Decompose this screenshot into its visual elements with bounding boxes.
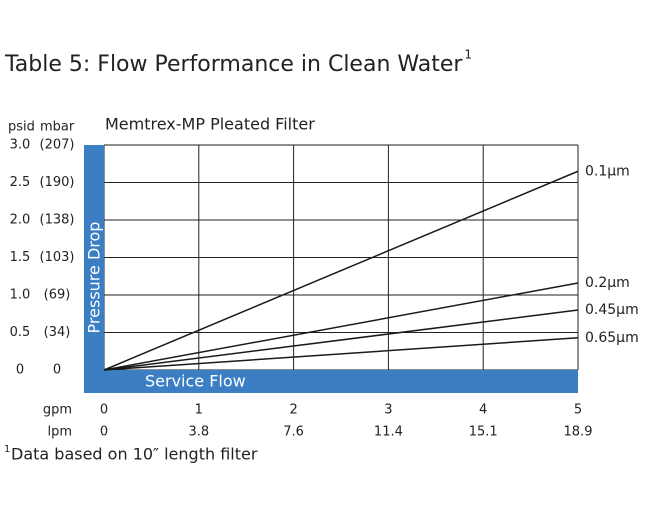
footnote-marker: 1 bbox=[4, 444, 10, 455]
y2-tick-label: (207) bbox=[40, 138, 75, 153]
y2-tick-label: (69) bbox=[44, 288, 71, 303]
series-label: 0.1µm bbox=[585, 163, 630, 179]
x2-tick-label: 15.1 bbox=[469, 425, 498, 440]
series-line bbox=[103, 337, 579, 371]
x-tick-label: 4 bbox=[479, 403, 487, 418]
y2-tick-label: (34) bbox=[44, 325, 71, 340]
series-label: 0.2µm bbox=[585, 275, 630, 291]
x2-tick-label: 18.9 bbox=[564, 425, 593, 440]
y-tick-label: 0.5 bbox=[10, 325, 31, 340]
chart-subtitle: Memtrex-MP Pleated Filter bbox=[105, 115, 315, 134]
x2-unit: lpm bbox=[47, 425, 72, 440]
y-unit: psid bbox=[8, 120, 35, 135]
x-tick-label: 3 bbox=[384, 403, 392, 418]
x-axis-title: Service Flow bbox=[145, 372, 246, 391]
series-label: 0.65µm bbox=[585, 330, 639, 346]
series-line bbox=[103, 170, 579, 371]
y-axis-title: Pressure Drop bbox=[85, 222, 104, 334]
x-tick-label: 2 bbox=[289, 403, 297, 418]
y2-tick-label: (138) bbox=[40, 213, 75, 228]
series-line bbox=[103, 309, 579, 371]
series-label: 0.45µm bbox=[585, 302, 639, 318]
x-tick-label: 0 bbox=[100, 403, 108, 418]
y-axis-band bbox=[84, 145, 104, 393]
x2-tick-label: 11.4 bbox=[374, 425, 403, 440]
x-axis-band bbox=[84, 370, 578, 393]
y2-unit: mbar bbox=[40, 120, 75, 135]
y-tick-label: 1.5 bbox=[10, 250, 31, 265]
title-superscript: 1 bbox=[464, 48, 472, 62]
x-tick-label: 1 bbox=[195, 403, 203, 418]
x-tick-label: 5 bbox=[574, 403, 582, 418]
y-tick-label: 2.0 bbox=[10, 213, 31, 228]
y2-tick-label: 0 bbox=[53, 363, 61, 378]
x-unit: gpm bbox=[43, 403, 72, 418]
y-tick-label: 2.5 bbox=[10, 175, 31, 190]
x2-tick-label: 0 bbox=[100, 425, 108, 440]
series-line bbox=[103, 282, 579, 371]
y-tick-label: 3.0 bbox=[10, 138, 31, 153]
y-tick-label: 0 bbox=[16, 363, 24, 378]
y-tick-label: 1.0 bbox=[10, 288, 31, 303]
title: Table 5: Flow Performance in Clean Water bbox=[4, 52, 463, 77]
y2-tick-label: (190) bbox=[40, 175, 75, 190]
x2-tick-label: 7.6 bbox=[283, 425, 304, 440]
footnote: Data based on 10″ length filter bbox=[11, 445, 258, 464]
y2-tick-label: (103) bbox=[40, 250, 75, 265]
x2-tick-label: 3.8 bbox=[188, 425, 209, 440]
